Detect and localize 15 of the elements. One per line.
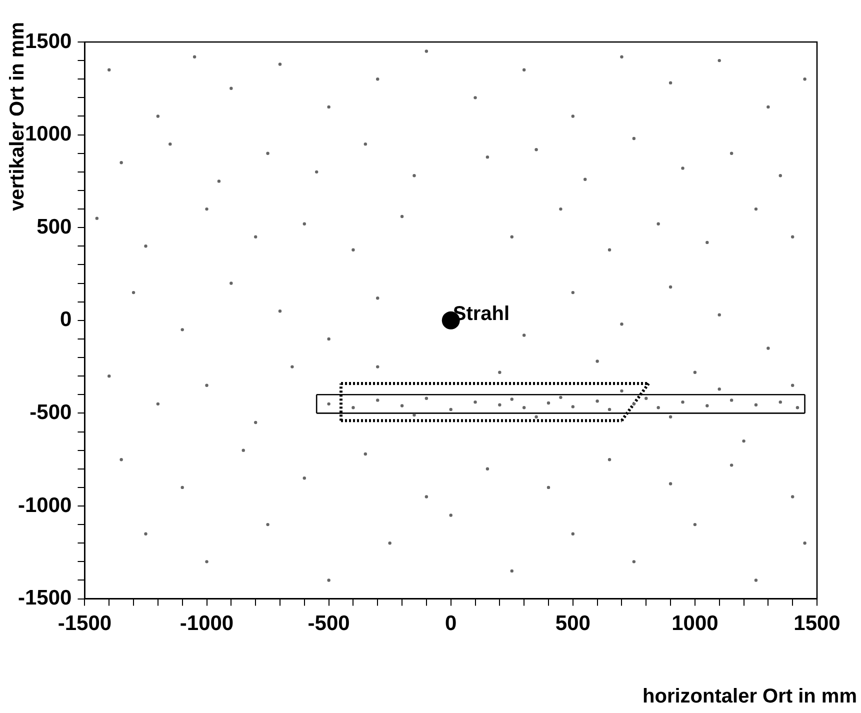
x-tick-label: 1500 — [794, 612, 840, 636]
x-tick-label: 500 — [555, 612, 590, 636]
y-tick-label: 0 — [60, 308, 72, 332]
series-label: Strahl — [452, 302, 510, 325]
y-tick-label: -1500 — [18, 586, 72, 610]
x-tick-label: -1500 — [58, 612, 112, 636]
x-tick-label: -1000 — [180, 612, 234, 636]
x-tick-label: 0 — [445, 612, 457, 636]
x-tick-label: 1000 — [672, 612, 718, 636]
y-tick-label: -1000 — [18, 494, 72, 517]
x-tick-label: -500 — [308, 612, 350, 636]
y-tick-label: 1500 — [24, 30, 72, 53]
y-tick-label: -500 — [30, 400, 72, 424]
x-axis-title: horizontaler Ort in mm — [642, 686, 857, 708]
y-tick-label: 500 — [36, 215, 72, 238]
